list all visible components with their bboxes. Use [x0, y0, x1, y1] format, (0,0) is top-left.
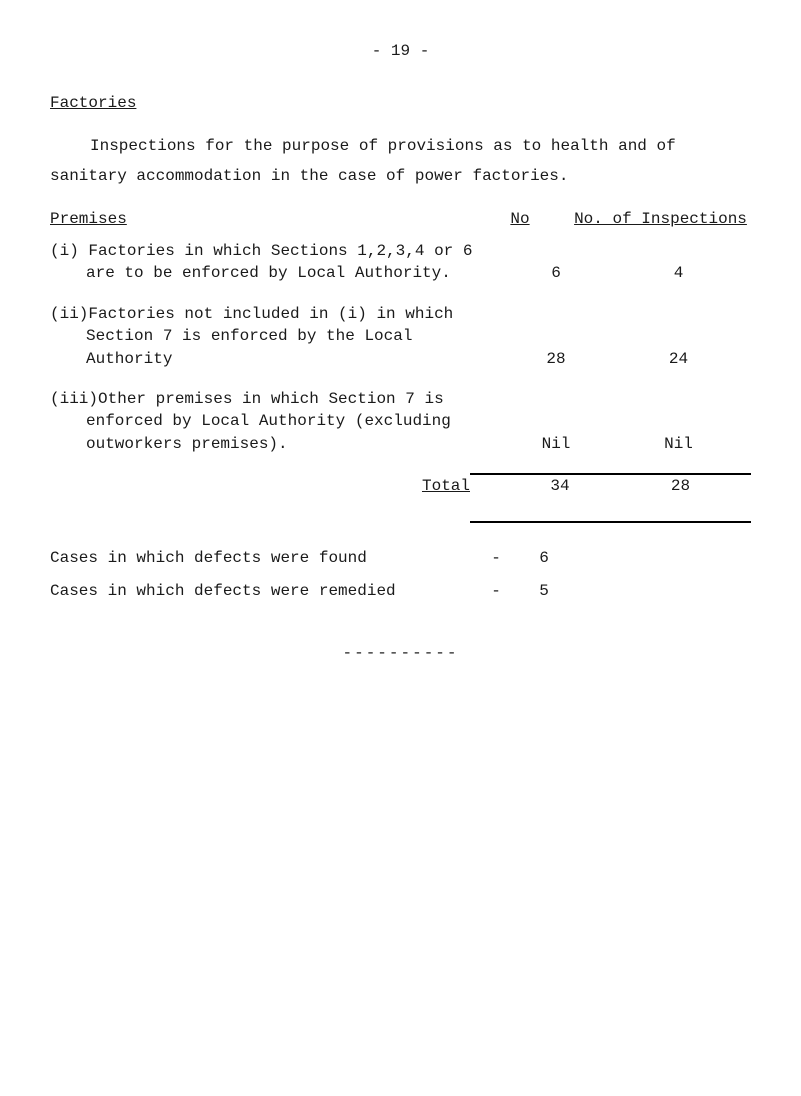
total-insp: 28 [610, 475, 751, 497]
row-no: 6 [506, 262, 606, 284]
row-insp: 24 [606, 348, 751, 370]
row-no: 28 [506, 348, 606, 370]
cases-found-row: Cases in which defects were found - 6 [50, 547, 751, 569]
cases-found-dash: - 6 [470, 547, 570, 569]
total-row: Total 34 28 [50, 475, 751, 497]
cases-found-value: 6 [539, 549, 549, 567]
col-inspections: No. of Inspections [570, 208, 751, 230]
cases-remedied-value: 5 [539, 582, 549, 600]
table-row: (i) Factories in which Sections 1,2,3,4 … [50, 240, 751, 285]
total-label: Total [50, 475, 510, 497]
row-desc: (iii)Other premises in which Section 7 i… [50, 388, 506, 455]
col-no: No [470, 208, 570, 230]
cases-remedied-dash: - 5 [470, 580, 570, 602]
cases-remedied-row: Cases in which defects were remedied - 5 [50, 580, 751, 602]
page-number: - 19 - [50, 40, 751, 62]
dash: - [491, 549, 501, 567]
col-premises: Premises [50, 208, 470, 230]
table-row: (iii)Other premises in which Section 7 i… [50, 388, 751, 455]
total-no: 34 [510, 475, 610, 497]
row-desc: (ii)Factories not included in (i) in whi… [50, 303, 506, 370]
separator: ---------- [50, 642, 751, 664]
table-row: (ii)Factories not included in (i) in whi… [50, 303, 751, 370]
section-heading: Factories [50, 92, 751, 114]
column-headers: Premises No No. of Inspections [50, 208, 751, 230]
intro-line-1: Inspections for the purpose of provision… [50, 135, 751, 157]
cases-remedied-label: Cases in which defects were remedied [50, 580, 470, 602]
intro-line-2: sanitary accommodation in the case of po… [50, 165, 751, 187]
row-desc: (i) Factories in which Sections 1,2,3,4 … [50, 240, 506, 285]
row-insp: 4 [606, 262, 751, 284]
dash: - [491, 582, 501, 600]
row-no: Nil [506, 433, 606, 455]
cases-found-label: Cases in which defects were found [50, 547, 470, 569]
rule-bottom [470, 515, 751, 523]
row-insp: Nil [606, 433, 751, 455]
